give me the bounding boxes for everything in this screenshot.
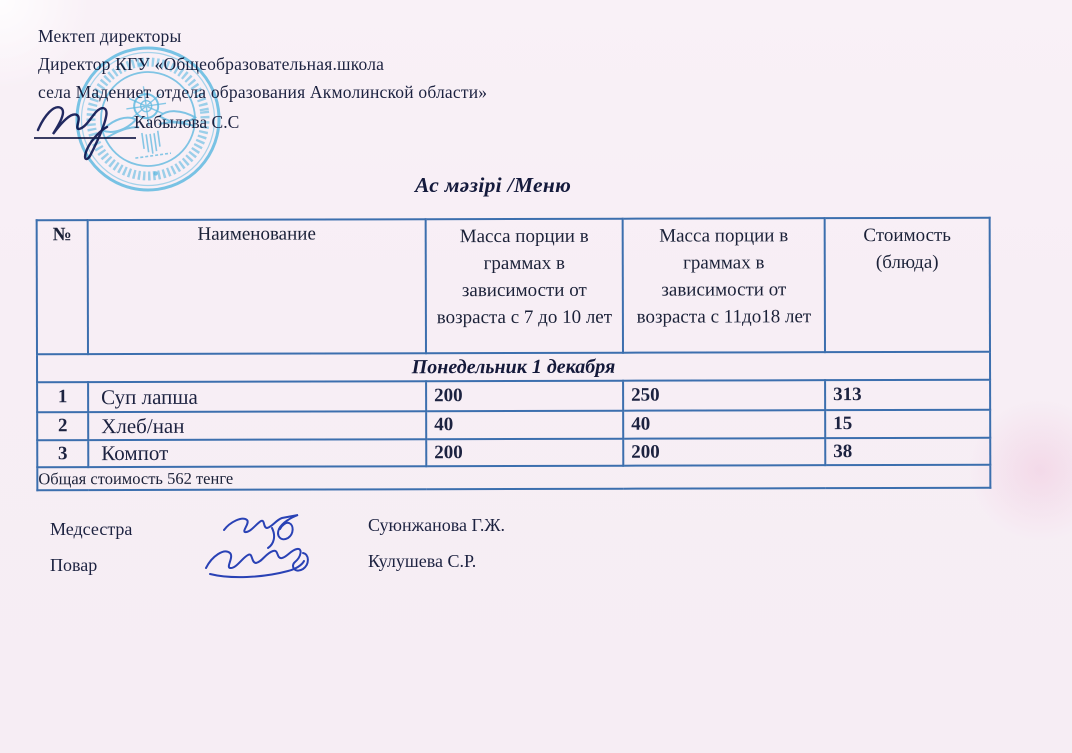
col-header-mass-11-18: Масса порции в граммах в зависимости от … — [622, 218, 825, 353]
director-name: Кабылова С.С — [134, 112, 240, 132]
cost-value: 15 — [825, 409, 991, 439]
row-number: 1 — [37, 382, 89, 413]
row-number: 3 — [37, 440, 89, 468]
dish-name: Компот — [88, 439, 427, 468]
cook-role-label: Повар — [50, 555, 98, 575]
total-cost-label: Общая стоимость 562 тенге — [37, 464, 991, 491]
day-section-label: Понедельник 1 декабря — [36, 351, 991, 383]
col-header-name: Наименование — [87, 219, 426, 355]
col-header-mass-7-10: Масса порции в граммах в зависимости от … — [425, 218, 623, 354]
header-line-1: Мектеп директоры — [38, 26, 182, 46]
mass-7-10-value: 200 — [426, 380, 624, 412]
header-line-3: села Мадениет отдела образования Акмолин… — [38, 82, 488, 102]
cook-name: Кулушева С.Р. — [368, 551, 477, 571]
nurse-role-label: Медсестра — [50, 519, 133, 539]
day-section-row: Понедельник 1 декабря — [36, 351, 991, 383]
mass-7-10-value: 40 — [426, 410, 624, 440]
staff-signatures — [205, 514, 309, 579]
table-row: 3 Компот 200 200 38 — [37, 437, 991, 468]
mass-7-10-value: 200 — [426, 438, 624, 467]
total-row: Общая стоимость 562 тенге — [37, 464, 991, 491]
table-header-row: № Наименование Масса порции в граммах в … — [36, 217, 990, 355]
document-header: Мектеп директоры Директор КГУ «Общеобраз… — [38, 22, 487, 106]
col-header-cost: Стоимость (блюда) — [824, 217, 990, 353]
table-row: 1 Суп лапша 200 250 313 — [37, 379, 991, 413]
dish-name: Суп лапша — [88, 381, 427, 413]
page-title: Ас мәзірі /Меню — [414, 173, 572, 197]
col-header-number: № — [36, 220, 88, 355]
row-number: 2 — [37, 412, 89, 441]
mass-11-18-value: 200 — [623, 438, 826, 466]
cost-value: 38 — [825, 437, 991, 466]
cost-value: 313 — [825, 379, 991, 411]
mass-11-18-value: 40 — [623, 410, 826, 439]
nurse-name: Суюнжанова Г.Ж. — [368, 515, 505, 535]
menu-table: № Наименование Масса порции в граммах в … — [36, 217, 992, 491]
director-signature — [34, 106, 136, 161]
table-row: 2 Хлеб/нан 40 40 15 — [37, 409, 991, 441]
dish-name: Хлеб/нан — [88, 411, 427, 441]
mass-11-18-value: 250 — [623, 380, 826, 411]
